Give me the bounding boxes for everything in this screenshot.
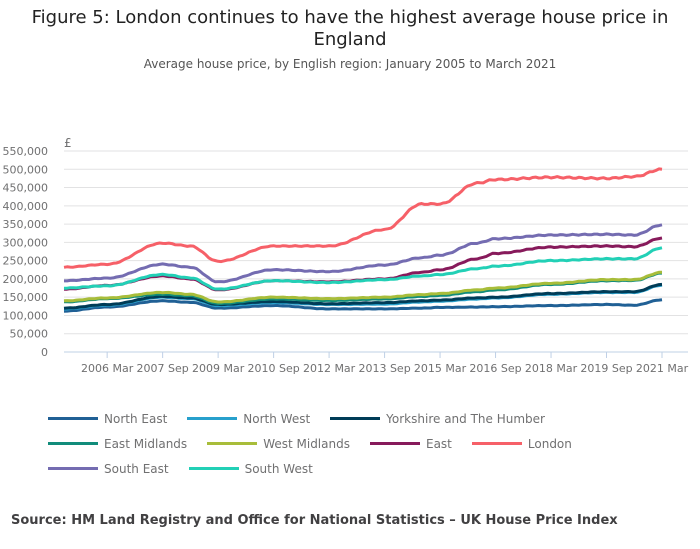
source-note: Source: HM Land Registry and Office for … bbox=[11, 513, 618, 528]
legend-label: Yorkshire and The Humber bbox=[386, 411, 545, 426]
x-tick-label: 2012 Mar bbox=[303, 362, 356, 375]
legend-swatch bbox=[187, 417, 238, 420]
legend: North East North West Yorkshire and The Hu… bbox=[48, 406, 648, 481]
y-tick-label: 550,000 bbox=[3, 145, 49, 158]
legend-swatch bbox=[330, 417, 381, 420]
y-tick-label: 500,000 bbox=[3, 163, 49, 176]
legend-item[interactable]: North East bbox=[48, 406, 167, 431]
series-line-west-midlands bbox=[63, 270, 662, 304]
legend-label: East Midlands bbox=[104, 436, 188, 451]
legend-label: South West bbox=[244, 461, 313, 476]
y-tick-label: 250,000 bbox=[3, 255, 49, 268]
series-line-yorkshire-and-the-humber bbox=[63, 282, 663, 310]
legend-swatch bbox=[48, 442, 98, 445]
legend-swatch bbox=[369, 442, 420, 445]
x-tick-label: 2006 Mar bbox=[81, 362, 134, 375]
legend-item[interactable]: East Midlands bbox=[48, 431, 187, 456]
legend-item[interactable]: East bbox=[369, 431, 452, 456]
legend-swatch bbox=[48, 467, 98, 470]
legend-swatch bbox=[471, 442, 522, 445]
legend-label: South East bbox=[104, 461, 169, 476]
y-tick-label: 50,000 bbox=[10, 328, 49, 341]
x-tick-label: 2009 Mar bbox=[192, 362, 245, 375]
series-line-south-east bbox=[64, 223, 663, 284]
legend-item[interactable]: South East bbox=[48, 456, 169, 481]
x-tick-label: 2018 Mar bbox=[525, 362, 578, 375]
y-tick-label: 100,000 bbox=[3, 309, 49, 322]
legend-item[interactable]: North West bbox=[187, 406, 310, 431]
legend-label: West Midlands bbox=[263, 436, 350, 451]
series-line-north-east bbox=[63, 298, 663, 313]
y-tick-label: 0 bbox=[41, 346, 48, 359]
legend-item[interactable]: West Midlands bbox=[207, 431, 350, 456]
x-tick-label: 2021 Mar bbox=[636, 362, 689, 375]
x-tick-label: 2019 Sep bbox=[580, 362, 632, 375]
legend-label: East bbox=[425, 436, 452, 451]
y-axis-label: £ bbox=[64, 136, 72, 150]
y-tick-label: 200,000 bbox=[3, 273, 49, 286]
legend-item[interactable]: London bbox=[471, 431, 572, 456]
y-tick-label: 150,000 bbox=[3, 291, 49, 304]
x-tick-label: 2015 Mar bbox=[414, 362, 467, 375]
legend-swatch bbox=[48, 417, 98, 420]
y-tick-label: 300,000 bbox=[3, 236, 49, 249]
x-tick-label: 2013 Sep bbox=[358, 362, 410, 375]
x-tick-label: 2007 Sep bbox=[137, 362, 189, 375]
y-tick-label: 350,000 bbox=[3, 218, 49, 231]
y-tick-label: 450,000 bbox=[3, 182, 49, 195]
chart-subtitle: Average house price, by English region: … bbox=[143, 57, 557, 71]
legend-item[interactable]: Yorkshire and The Humber bbox=[330, 406, 545, 431]
legend-swatch bbox=[188, 467, 239, 470]
legend-label: North West bbox=[243, 411, 311, 426]
series-line-london bbox=[63, 167, 663, 269]
legend-item[interactable]: South West bbox=[188, 456, 313, 481]
line-chart: 0 50,000 100,000 150,000 200,000 250,000 300,0… bbox=[3, 136, 689, 375]
y-tick-label: 400,000 bbox=[3, 200, 49, 213]
legend-label: London bbox=[527, 436, 572, 451]
legend-label: North East bbox=[104, 411, 168, 426]
series-line-south-west bbox=[64, 246, 663, 291]
x-tick-label: 2010 Sep bbox=[247, 362, 299, 375]
chart-title: Figure 5: London continues to have the h… bbox=[31, 7, 669, 50]
x-tick-label: 2016 Sep bbox=[469, 362, 521, 375]
legend-swatch bbox=[207, 442, 258, 445]
